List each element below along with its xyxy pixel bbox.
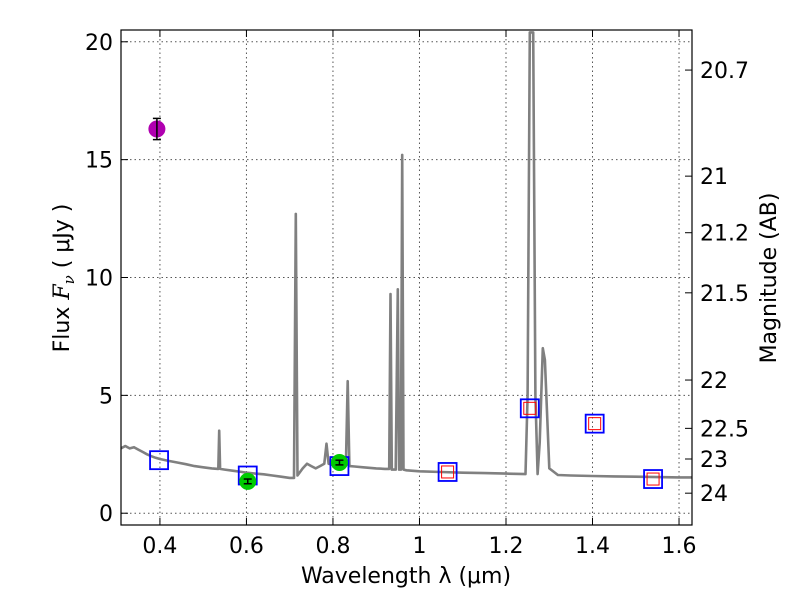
y2-tick-label: 22 <box>700 369 728 394</box>
y2-tick-label: 21 <box>700 165 728 190</box>
y2-tick-label: 21.2 <box>700 222 749 247</box>
model-point <box>519 398 540 419</box>
y-axis-label-suffix: ( μJy ) <box>50 204 75 276</box>
x-tick-label: 1 <box>412 534 426 559</box>
y-tick-label: 10 <box>85 267 113 292</box>
x-tick-label: 1.6 <box>662 534 697 559</box>
y2-tick-label: 20.7 <box>700 59 749 84</box>
y-axis-label-symbol: F <box>50 284 75 301</box>
x-tick-label: 0.4 <box>142 534 177 559</box>
y-tick-label: 0 <box>99 502 113 527</box>
y-axis-label-prefix: Flux <box>50 300 75 353</box>
y-tick-label: 15 <box>85 149 113 174</box>
x-tick-label: 0.8 <box>315 534 350 559</box>
model-point <box>643 469 663 489</box>
x-axis-label: Wavelength λ (μm) <box>301 564 511 589</box>
series-layer <box>121 31 692 490</box>
y2-tick-label: 24 <box>700 482 728 507</box>
x-tick-label: 1.4 <box>575 534 610 559</box>
upper-limit-point <box>588 417 602 431</box>
upper-limit-point <box>441 465 455 479</box>
y-tick-label: 5 <box>99 384 113 409</box>
x-tick-label: 0.6 <box>229 534 264 559</box>
upper-limit-point <box>646 472 660 486</box>
x-tick-label: 1.2 <box>488 534 523 559</box>
y2-tick-label: 22.5 <box>700 417 749 442</box>
y-axis-label-subscript: ν <box>60 275 78 284</box>
y2-tick-label: 21.5 <box>700 282 749 307</box>
model-point <box>149 450 169 471</box>
model-point <box>437 462 458 482</box>
y2-tick-label: 23 <box>700 448 728 473</box>
model-point <box>584 413 605 434</box>
grid <box>121 30 692 525</box>
spectrum-line <box>121 31 692 480</box>
upper-limit-point <box>523 401 537 415</box>
axis-ticks: 0.4 0.6 0.8 1 1.2 1.4 1.6 0 5 10 15 20 20.7 21 21.2 21.… <box>85 30 749 559</box>
y-tick-label: 20 <box>85 31 113 56</box>
y2-axis-label: Magnitude (AB) <box>757 193 782 364</box>
y-axis-label: Flux Fν ( μJy ) <box>50 204 78 353</box>
